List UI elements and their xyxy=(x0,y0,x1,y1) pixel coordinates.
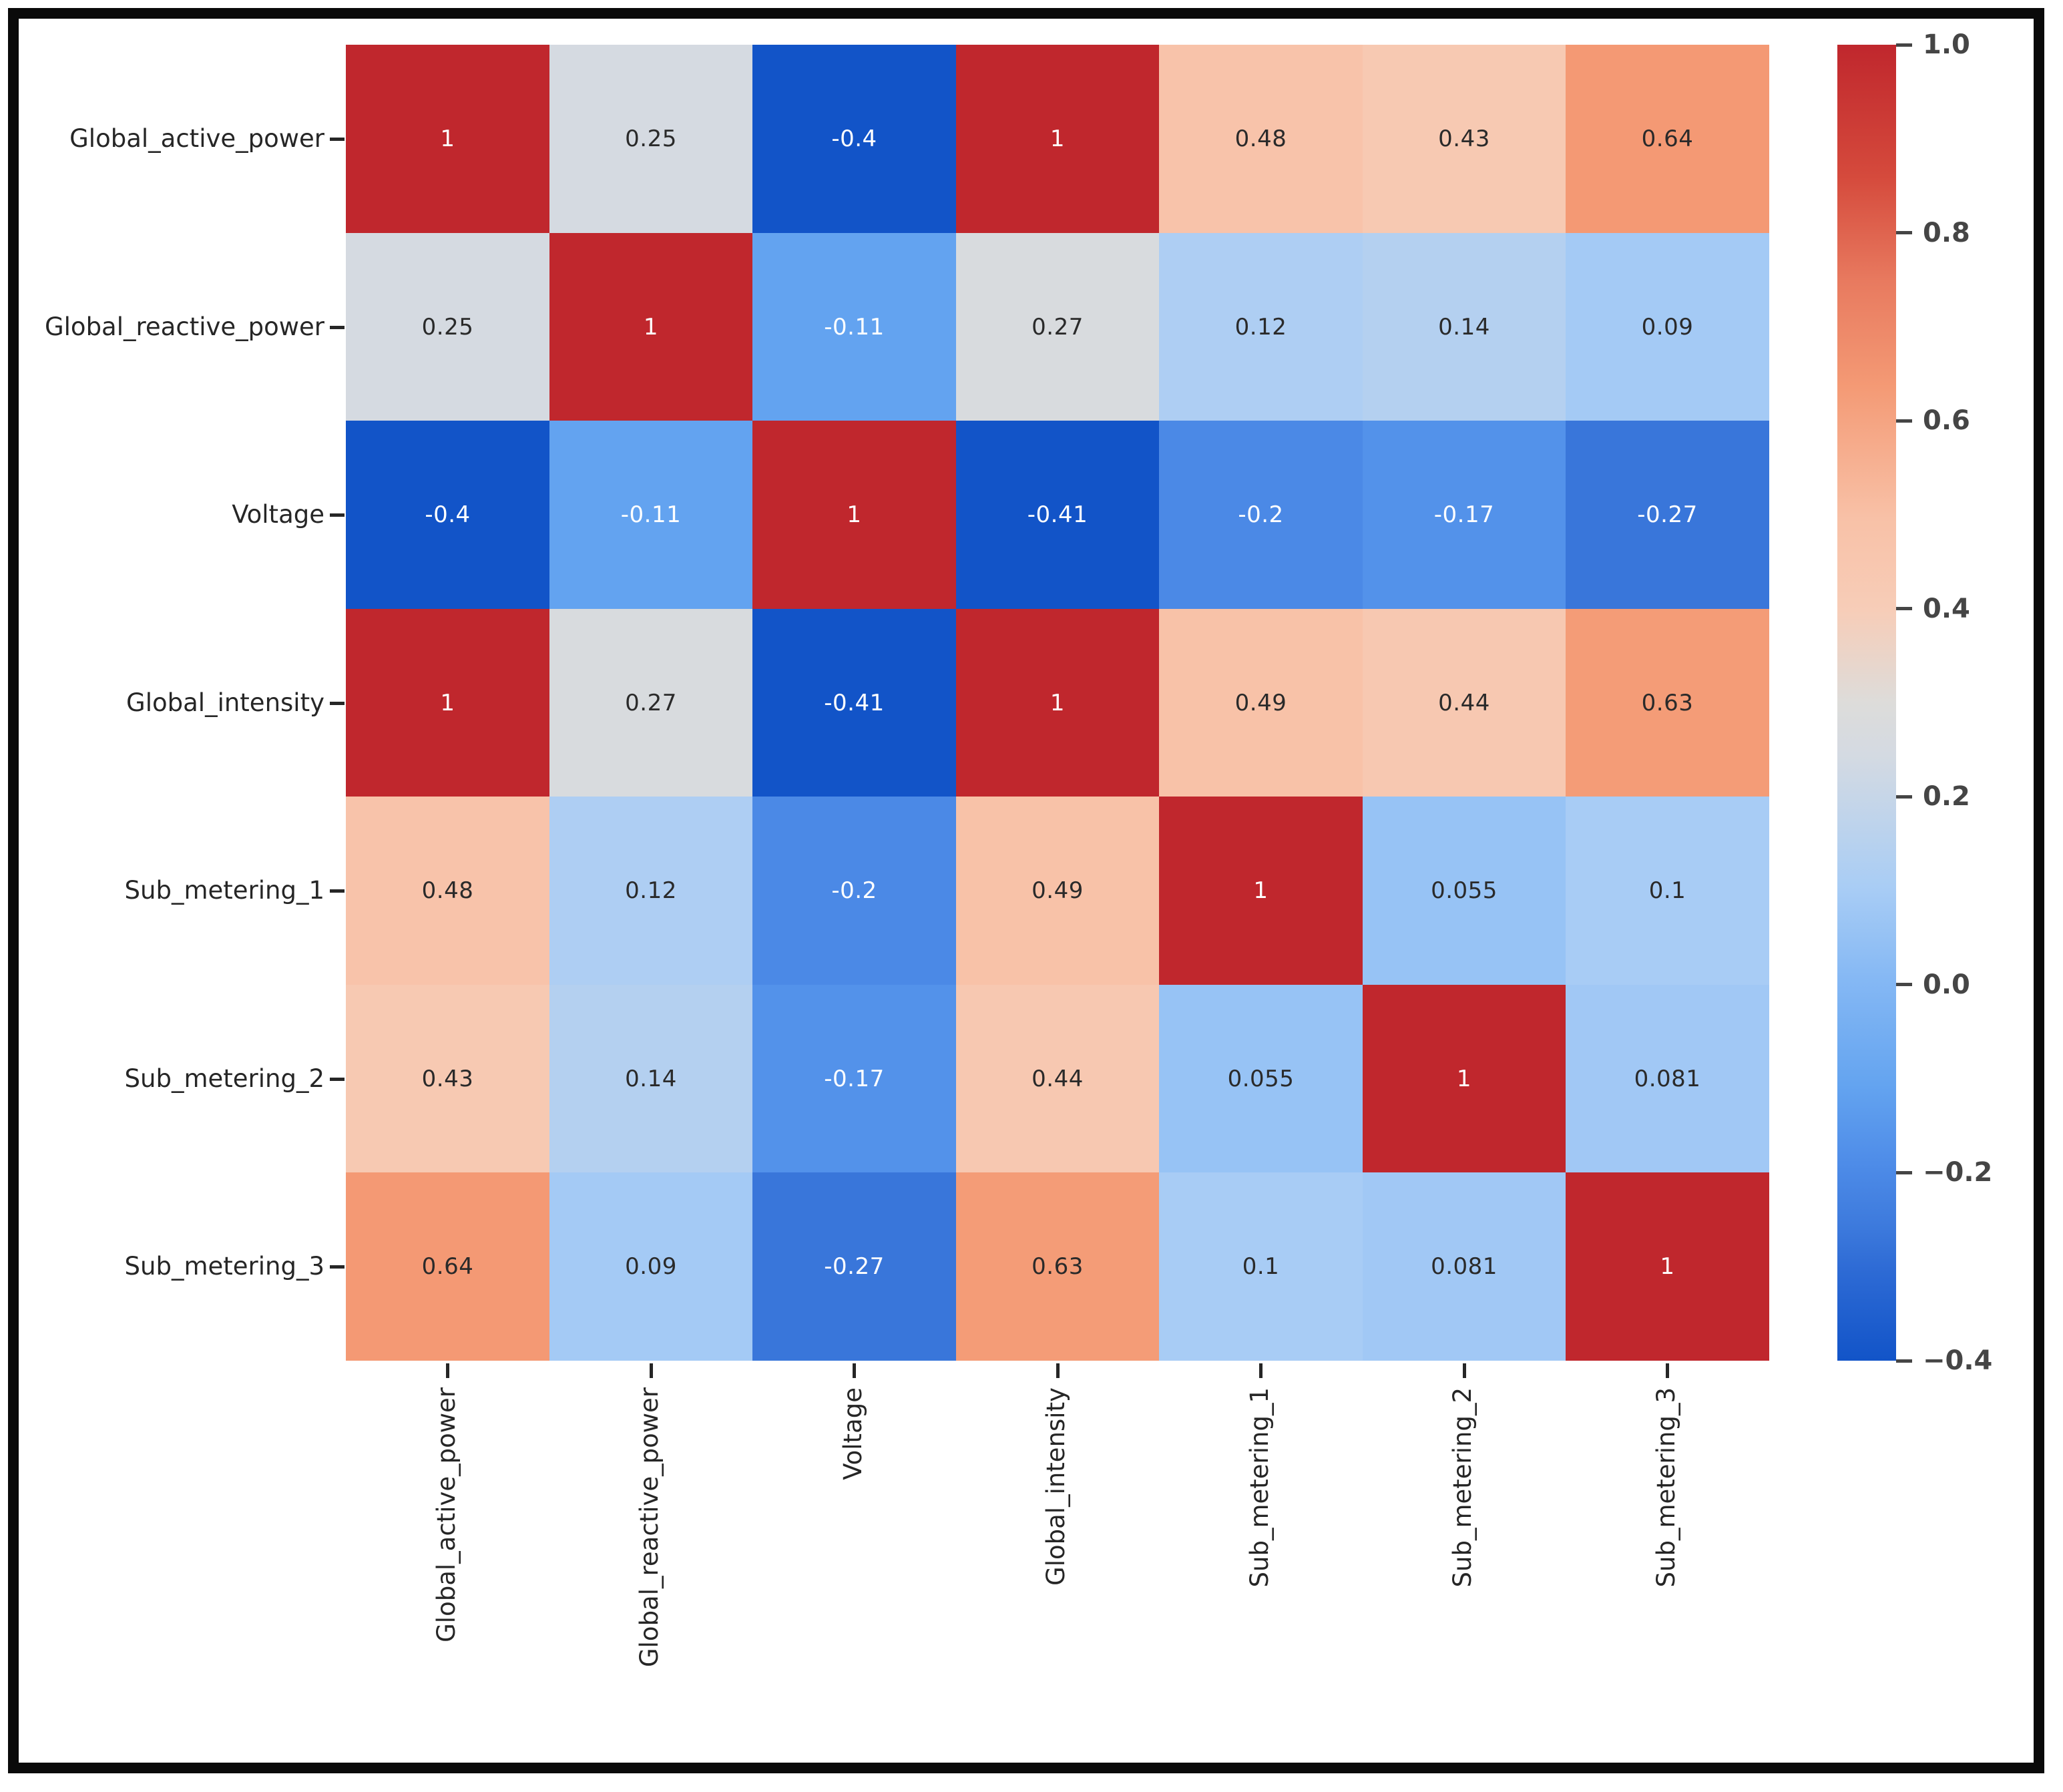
heatmap-cell: -0.41 xyxy=(752,609,956,797)
heatmap-cell: 0.1 xyxy=(1566,797,1769,985)
heatmap-cell: 0.12 xyxy=(1159,233,1363,421)
x-tick-label: Sub_metering_3 xyxy=(1651,1387,1680,1588)
y-tick-label: Sub_metering_1 xyxy=(124,876,324,905)
x-tick-label: Voltage xyxy=(838,1387,867,1480)
colorbar-tick-label: 0.0 xyxy=(1923,969,1970,1000)
colorbar-tick xyxy=(1896,795,1912,799)
heatmap-cell: 0.64 xyxy=(346,1172,549,1361)
x-tick-label: Global_active_power xyxy=(431,1387,461,1642)
colorbar-tick-label: −0.4 xyxy=(1923,1345,1993,1376)
y-tick-label: Global_intensity xyxy=(126,688,324,717)
y-tick-label: Global_active_power xyxy=(69,124,324,153)
heatmap-cell: 0.49 xyxy=(956,797,1159,985)
y-axis-tick xyxy=(330,701,345,705)
heatmap-cell: 0.25 xyxy=(346,233,549,421)
x-tick-label: Sub_metering_1 xyxy=(1244,1387,1274,1588)
heatmap-cell: 0.48 xyxy=(1159,45,1363,233)
heatmap-cell: -0.27 xyxy=(752,1172,956,1361)
heatmap-cell: 1 xyxy=(956,45,1159,233)
heatmap-cell: 1 xyxy=(549,233,752,421)
colorbar-gradient xyxy=(1837,45,1896,1361)
colorbar-tick xyxy=(1896,231,1912,235)
heatmap-cell: 0.27 xyxy=(549,609,752,797)
heatmap-cell: 0.12 xyxy=(549,797,752,985)
heatmap-cell: 0.44 xyxy=(956,985,1159,1172)
colorbar-tick xyxy=(1896,983,1912,987)
heatmap-cell: -0.4 xyxy=(752,45,956,233)
heatmap-cell: 0.14 xyxy=(1363,233,1566,421)
y-axis-tick xyxy=(330,889,345,893)
colorbar-tick-label: 1.0 xyxy=(1923,29,1970,60)
heatmap-cell: 0.09 xyxy=(1566,233,1769,421)
y-tick-label: Sub_metering_2 xyxy=(124,1064,324,1093)
heatmap-cell: 0.081 xyxy=(1363,1172,1566,1361)
x-tick-label: Sub_metering_2 xyxy=(1448,1387,1477,1588)
heatmap-cell: 1 xyxy=(346,609,549,797)
heatmap-cell: 1 xyxy=(1159,797,1363,985)
heatmap-cell: 0.43 xyxy=(346,985,549,1172)
x-axis-tick xyxy=(1462,1363,1466,1378)
heatmap-cell: 0.055 xyxy=(1159,985,1363,1172)
colorbar-tick-label: 0.4 xyxy=(1923,593,1970,624)
heatmap-cell: -0.41 xyxy=(956,421,1159,609)
heatmap-cell: 0.43 xyxy=(1363,45,1566,233)
y-tick-label: Global_reactive_power xyxy=(44,312,324,341)
x-axis-tick xyxy=(1666,1363,1669,1378)
heatmap-cell: 0.25 xyxy=(549,45,752,233)
colorbar-tick-label: 0.6 xyxy=(1923,405,1970,437)
heatmap-cell: 1 xyxy=(752,421,956,609)
heatmap-cell: 1 xyxy=(1566,1172,1769,1361)
heatmap-cell: -0.17 xyxy=(1363,421,1566,609)
x-axis-tick xyxy=(853,1363,856,1378)
heatmap-cell: -0.2 xyxy=(752,797,956,985)
heatmap-cell: -0.11 xyxy=(549,421,752,609)
heatmap-cell: 0.081 xyxy=(1566,985,1769,1172)
colorbar-tick-label: −0.2 xyxy=(1923,1157,1993,1188)
y-axis-tick xyxy=(330,138,345,141)
x-axis-tick xyxy=(649,1363,653,1378)
heatmap-cell: -0.4 xyxy=(346,421,549,609)
x-axis-tick xyxy=(1259,1363,1263,1378)
y-axis-tick xyxy=(330,513,345,517)
y-axis-tick xyxy=(330,1077,345,1081)
x-axis-tick xyxy=(1056,1363,1060,1378)
heatmap-cell: -0.2 xyxy=(1159,421,1363,609)
heatmap-cell: 0.44 xyxy=(1363,609,1566,797)
y-tick-label: Sub_metering_3 xyxy=(124,1252,324,1281)
colorbar-tick xyxy=(1896,607,1912,611)
heatmap-cell: 0.63 xyxy=(1566,609,1769,797)
colorbar-tick-label: 0.2 xyxy=(1923,781,1970,813)
y-tick-label: Voltage xyxy=(232,500,324,529)
y-axis-tick xyxy=(330,1265,345,1269)
heatmap-cell: -0.27 xyxy=(1566,421,1769,609)
heatmap-cell: -0.17 xyxy=(752,985,956,1172)
heatmap-cell: 0.64 xyxy=(1566,45,1769,233)
colorbar-tick xyxy=(1896,1170,1912,1174)
heatmap-cell: 0.14 xyxy=(549,985,752,1172)
heatmap-cell: 0.1 xyxy=(1159,1172,1363,1361)
colorbar-tick xyxy=(1896,43,1912,47)
heatmap-cell: 1 xyxy=(1363,985,1566,1172)
heatmap-cell: 0.055 xyxy=(1363,797,1566,985)
heatmap-cell: 0.09 xyxy=(549,1172,752,1361)
y-axis-tick xyxy=(330,325,345,329)
x-tick-label: Global_reactive_power xyxy=(635,1387,664,1668)
colorbar-tick-label: 0.8 xyxy=(1923,217,1970,248)
heatmap-cell: 0.49 xyxy=(1159,609,1363,797)
colorbar-tick xyxy=(1896,1359,1912,1363)
heatmap-cell: 1 xyxy=(956,609,1159,797)
x-tick-label: Global_intensity xyxy=(1042,1387,1070,1586)
x-axis-tick xyxy=(446,1363,449,1378)
heatmap-cell: 0.48 xyxy=(346,797,549,985)
heatmap-cell: 1 xyxy=(346,45,549,233)
heatmap-cell: -0.11 xyxy=(752,233,956,421)
heatmap-cell: 0.63 xyxy=(956,1172,1159,1361)
heatmap-cell: 0.27 xyxy=(956,233,1159,421)
colorbar-tick xyxy=(1896,419,1912,423)
